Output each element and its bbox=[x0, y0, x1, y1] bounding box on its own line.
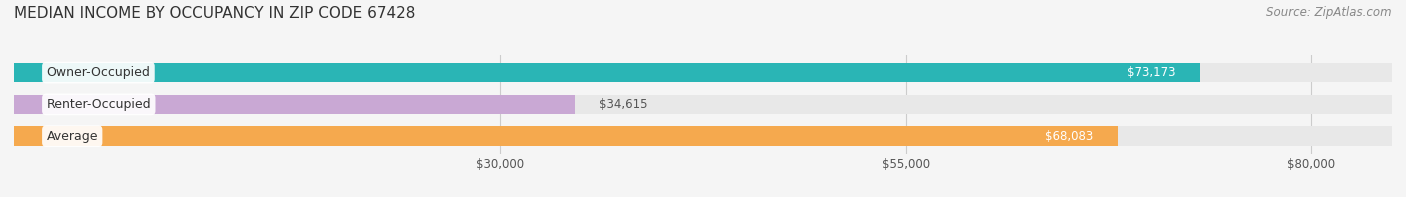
Text: Renter-Occupied: Renter-Occupied bbox=[46, 98, 150, 111]
Bar bbox=[14, 95, 1392, 114]
Text: $73,173: $73,173 bbox=[1128, 66, 1175, 79]
Bar bbox=[14, 63, 1392, 83]
Text: MEDIAN INCOME BY OCCUPANCY IN ZIP CODE 67428: MEDIAN INCOME BY OCCUPANCY IN ZIP CODE 6… bbox=[14, 6, 415, 21]
Bar bbox=[14, 126, 1392, 146]
Bar bbox=[14, 63, 1201, 83]
Bar bbox=[14, 126, 1118, 146]
Text: Source: ZipAtlas.com: Source: ZipAtlas.com bbox=[1267, 6, 1392, 19]
Text: $34,615: $34,615 bbox=[599, 98, 648, 111]
Text: $68,083: $68,083 bbox=[1045, 130, 1094, 143]
Text: Owner-Occupied: Owner-Occupied bbox=[46, 66, 150, 79]
Text: Average: Average bbox=[46, 130, 98, 143]
Bar bbox=[14, 95, 575, 114]
